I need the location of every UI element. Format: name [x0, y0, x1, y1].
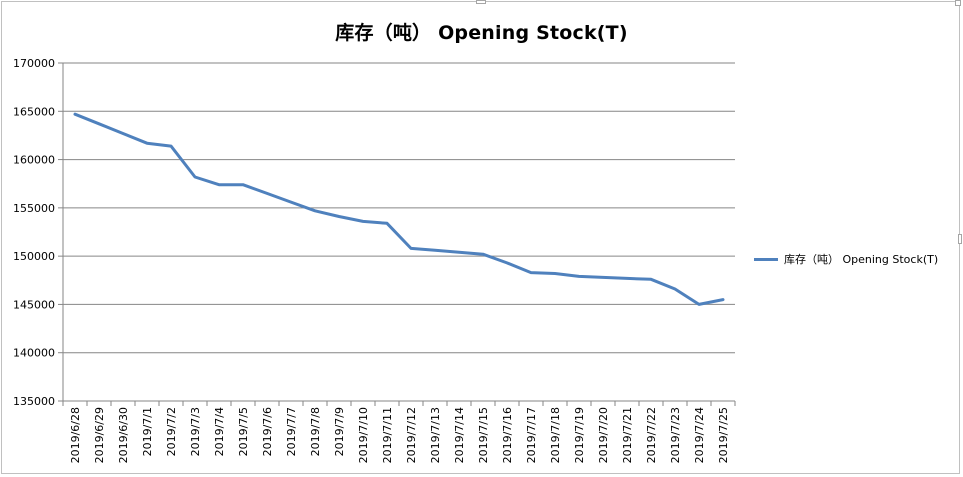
resize-handle-top-right[interactable] [955, 0, 961, 6]
x-tick-label: 2019/7/9 [333, 407, 346, 456]
x-tick-label: 2019/7/25 [717, 407, 730, 463]
x-tick-label: 2019/7/19 [573, 407, 586, 463]
x-tick-label: 2019/7/18 [549, 407, 562, 463]
y-tick-label: 165000 [13, 105, 55, 118]
x-tick-label: 2019/7/12 [405, 407, 418, 463]
x-tick-label: 2019/7/17 [525, 407, 538, 463]
legend-swatch [754, 257, 778, 261]
chart-legend: 库存（吨） Opening Stock(T) [754, 251, 938, 267]
resize-handle-top[interactable] [476, 0, 486, 4]
x-tick-label: 2019/7/16 [501, 407, 514, 463]
x-tick-label: 2019/7/22 [645, 407, 658, 463]
x-tick-label: 2019/7/2 [165, 407, 178, 456]
x-tick-label: 2019/7/13 [429, 407, 442, 463]
resize-handle-right[interactable] [958, 234, 962, 244]
x-tick-label: 2019/6/29 [93, 407, 106, 463]
x-tick-label: 2019/6/28 [69, 407, 82, 463]
x-tick-label: 2019/7/24 [693, 407, 706, 463]
x-tick-label: 2019/7/20 [597, 407, 610, 463]
y-tick-label: 150000 [13, 250, 55, 263]
x-tick-label: 2019/7/4 [213, 407, 226, 456]
series-line [73, 112, 725, 306]
x-tick-label: 2019/7/7 [285, 407, 298, 456]
y-tick-label: 145000 [13, 298, 55, 311]
x-tick-label: 2019/7/5 [237, 407, 250, 456]
x-tick-label: 2019/7/10 [357, 407, 370, 463]
x-tick-label: 2019/7/8 [309, 407, 322, 456]
x-tick-label: 2019/7/6 [261, 407, 274, 456]
y-tick-label: 155000 [13, 202, 55, 215]
y-tick-label: 170000 [13, 57, 55, 70]
x-tick-label: 2019/7/21 [621, 407, 634, 463]
y-tick-label: 140000 [13, 347, 55, 360]
legend-label: 库存（吨） Opening Stock(T) [784, 253, 939, 266]
x-tick-label: 2019/6/30 [117, 407, 130, 463]
chart-title: 库存（吨） Opening Stock(T) [335, 22, 628, 44]
x-tick-label: 2019/7/14 [453, 407, 466, 463]
x-tick-label: 2019/7/11 [381, 407, 394, 463]
x-tick-label: 2019/7/23 [669, 407, 682, 463]
x-tick-label: 2019/7/1 [141, 407, 154, 456]
y-tick-label: 160000 [13, 154, 55, 167]
x-tick-label: 2019/7/3 [189, 407, 202, 456]
y-tick-label: 135000 [13, 395, 55, 408]
x-tick-label: 2019/7/15 [477, 407, 490, 463]
